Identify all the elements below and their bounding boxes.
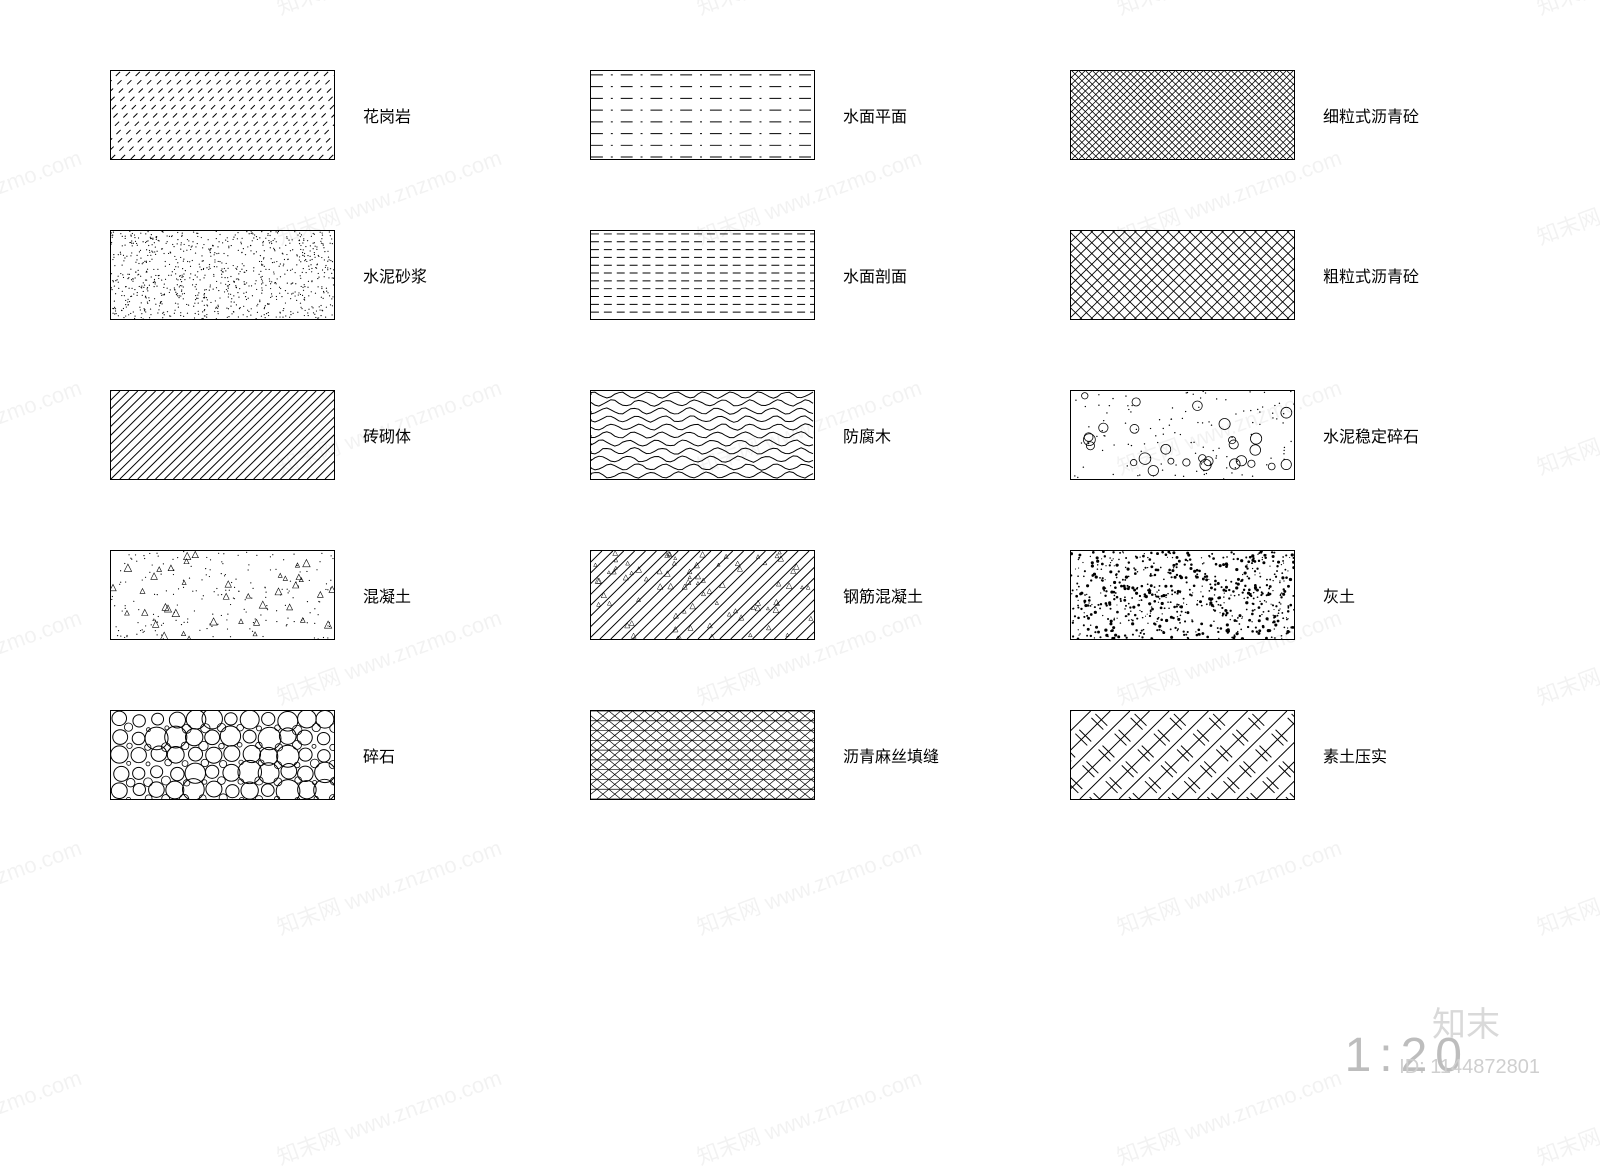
legend-item-fine-asphalt: 细粒式沥青砼 xyxy=(1070,70,1490,160)
legend-item-coarse-asphalt: 粗粒式沥青砼 xyxy=(1070,230,1490,320)
hatch-label: 花岗岩 xyxy=(363,103,411,127)
hatch-swatch-concrete xyxy=(110,550,335,640)
legend-item-lime-soil: 灰土 xyxy=(1070,550,1490,640)
legend-item-water-section: 水面剖面 xyxy=(590,230,1010,320)
hatch-label: 水面平面 xyxy=(843,103,907,127)
hatch-label: 防腐木 xyxy=(843,423,891,447)
hatch-swatch-compacted-soil xyxy=(1070,710,1295,800)
hatch-label: 灰土 xyxy=(1323,583,1355,607)
hatch-swatch-brick-masonry xyxy=(110,390,335,480)
legend-item-asphalt-seal: 沥青麻丝填缝 xyxy=(590,710,1010,800)
hatch-label: 砖砌体 xyxy=(363,423,411,447)
hatch-label: 粗粒式沥青砼 xyxy=(1323,263,1419,287)
legend-item-rc-concrete: 钢筋混凝土 xyxy=(590,550,1010,640)
hatch-label: 细粒式沥青砼 xyxy=(1323,103,1419,127)
legend-item-granite: 花岗岩 xyxy=(110,70,530,160)
hatch-swatch-cement-mortar xyxy=(110,230,335,320)
watermark-id: ID: 1144872801 xyxy=(1399,1056,1540,1079)
hatch-swatch-granite xyxy=(110,70,335,160)
hatch-swatch-asphalt-seal xyxy=(590,710,815,800)
hatch-label: 碎石 xyxy=(363,743,395,767)
hatch-label: 钢筋混凝土 xyxy=(843,583,923,607)
legend-item-cement-mortar: 水泥砂浆 xyxy=(110,230,530,320)
legend-item-brick-masonry: 砖砌体 xyxy=(110,390,530,480)
watermark-brand: 知末 xyxy=(1432,997,1500,1046)
legend-item-cement-gravel: 水泥稳定碎石 xyxy=(1070,390,1490,480)
hatch-label: 素土压实 xyxy=(1323,743,1387,767)
legend-item-preserved-wood: 防腐木 xyxy=(590,390,1010,480)
hatch-legend-grid: 花岗岩 水面平面 细粒式沥青砼水泥砂浆 水面剖面 粗粒式沥青砼砖砌体 防腐木 水泥稳定碎石混… xyxy=(110,70,1490,800)
hatch-swatch-water-plan xyxy=(590,70,815,160)
hatch-swatch-water-section xyxy=(590,230,815,320)
hatch-label: 沥青麻丝填缝 xyxy=(843,743,939,767)
legend-item-compacted-soil: 素土压实 xyxy=(1070,710,1490,800)
hatch-swatch-cement-gravel xyxy=(1070,390,1295,480)
hatch-swatch-coarse-asphalt xyxy=(1070,230,1295,320)
legend-item-concrete: 混凝土 xyxy=(110,550,530,640)
hatch-swatch-lime-soil xyxy=(1070,550,1295,640)
hatch-swatch-rc-concrete xyxy=(590,550,815,640)
legend-item-water-plan: 水面平面 xyxy=(590,70,1010,160)
hatch-swatch-gravel xyxy=(110,710,335,800)
hatch-label: 水泥稳定碎石 xyxy=(1323,423,1419,447)
hatch-swatch-fine-asphalt xyxy=(1070,70,1295,160)
hatch-label: 水面剖面 xyxy=(843,263,907,287)
legend-item-gravel: 碎石 xyxy=(110,710,530,800)
hatch-swatch-preserved-wood xyxy=(590,390,815,480)
hatch-label: 混凝土 xyxy=(363,583,411,607)
hatch-label: 水泥砂浆 xyxy=(363,263,427,287)
